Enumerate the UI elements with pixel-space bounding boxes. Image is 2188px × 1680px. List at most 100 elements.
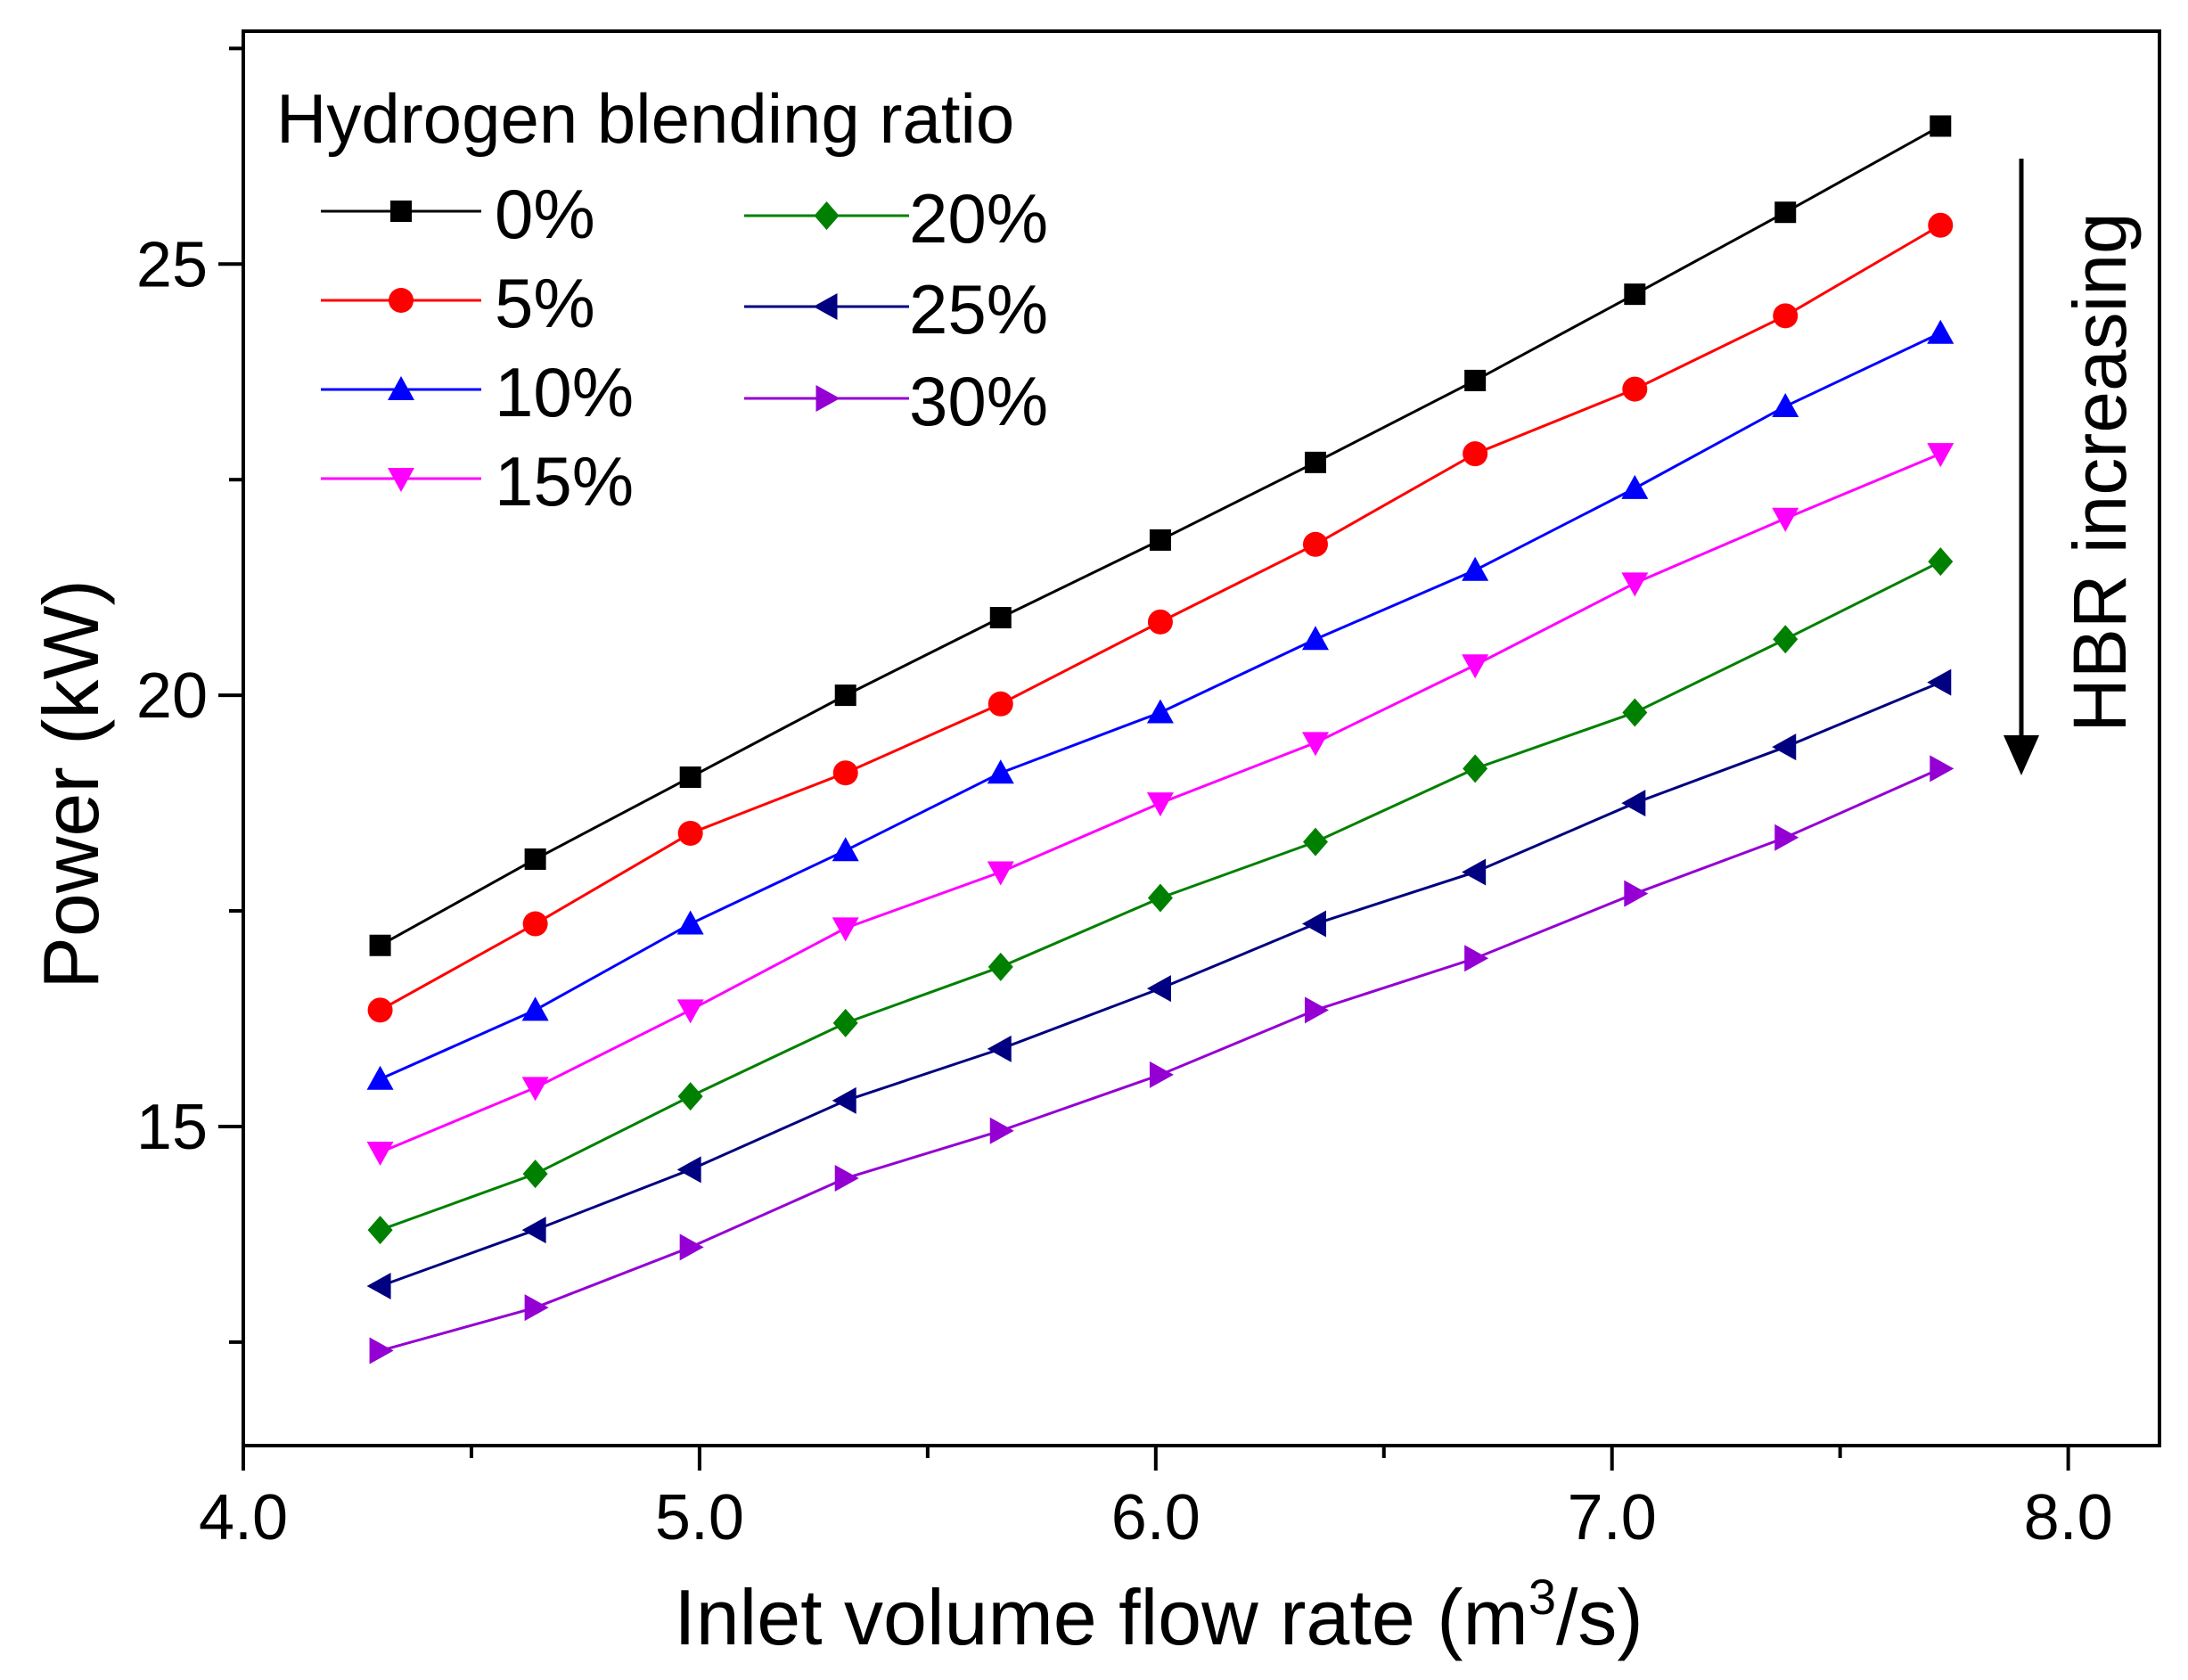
data-point [366,1065,394,1090]
data-point [1772,733,1797,761]
data-point [987,952,1013,981]
data-point [676,910,704,935]
data-point [524,1294,549,1322]
y-axis-title: Power (kW) [27,579,115,989]
data-point [1301,910,1326,938]
legend-item: 25% [744,270,1048,348]
data-point [834,1165,859,1192]
data-point [522,1160,548,1189]
data-point [1463,441,1488,467]
data-point [367,997,393,1023]
data-point [1146,699,1174,724]
legend-item: 5% [321,264,595,342]
x-tick-label: 6.0 [1111,1482,1201,1553]
data-point [1462,858,1487,886]
data-point [1146,975,1171,1003]
data-point [1622,698,1648,727]
data-point [832,837,859,862]
data-point [1464,945,1489,972]
data-point [1774,824,1799,851]
data-point [1463,754,1488,783]
series-line [380,766,1941,1353]
data-point [1147,883,1173,913]
hbr-annotation: HBR increasing [2004,159,2142,775]
data-point [677,820,703,846]
data-point [367,1216,393,1245]
legend-label: 10% [495,353,634,431]
x-axis-title: Inlet volume flow rate (m3/s) [674,1569,1643,1661]
hbr-annotation-label: HBR increasing [2058,212,2142,733]
legend: Hydrogen blending ratio 0% 5% 10% 15% 20% 25%… [276,79,1048,520]
data-point [1624,283,1646,306]
y-axis-ticks: 15 20 25 [136,46,243,1344]
data-point [1621,790,1646,817]
data-point [832,760,858,786]
data-point [834,684,856,707]
data-point [1149,529,1171,551]
data-point [1146,792,1174,817]
data-point [1773,625,1799,654]
data-point [1462,556,1489,581]
data-point [369,1337,394,1364]
data-point [832,917,859,942]
data-point [1930,115,1952,137]
data-point [521,1077,549,1102]
y-tick-label: 20 [136,660,208,732]
data-point [1464,369,1487,391]
series-layer [366,115,1954,1364]
data-point [366,1141,394,1166]
data-point [1622,376,1648,402]
legend-marker [815,385,840,412]
data-point [1927,443,1954,468]
legend-marker [388,468,414,492]
data-point [524,848,546,870]
series-25pct [366,668,1952,1299]
data-point [1302,531,1328,557]
data-point [1928,547,1954,577]
series-20pct [367,547,1954,1245]
y-tick-label: 15 [136,1092,208,1163]
legend-label: 15% [495,442,634,520]
data-point [987,691,1013,717]
data-point [1772,507,1799,532]
legend-item: 10% [321,353,634,431]
data-point [1774,201,1797,224]
y-tick-label: 25 [136,229,208,300]
data-point [521,996,549,1021]
data-point [1302,827,1328,856]
data-point [832,1086,856,1114]
legend-marker [390,201,412,222]
data-point [987,861,1014,886]
x-axis-ticks: 4.0 5.0 6.0 7.0 8.0 [199,1446,2113,1553]
data-point [1462,654,1489,679]
legend-label: 5% [495,264,595,342]
data-point [1304,451,1326,473]
x-tick-label: 7.0 [1568,1482,1657,1553]
legend-label: 0% [495,175,595,253]
data-point [989,1117,1014,1144]
data-point [989,607,1012,629]
x-tick-label: 8.0 [2024,1482,2113,1553]
data-point [987,759,1014,784]
data-point [832,1008,858,1037]
data-point [677,1082,703,1111]
data-point [1930,755,1954,783]
data-point [521,1217,546,1244]
data-point [1149,1061,1174,1088]
plot-area-border [242,29,2161,1447]
legend-title: Hydrogen blending ratio [276,79,1014,158]
data-point [676,1156,701,1184]
legend-marker [388,376,414,400]
legend-marker [389,288,414,313]
data-point [987,1035,1012,1062]
legend-item: 30% [744,362,1048,440]
hbr-arrow-head-icon [2004,735,2039,775]
data-point [1301,732,1329,757]
legend-label: 20% [909,179,1048,258]
data-point [1147,609,1173,635]
data-point [1927,319,1954,344]
series-15pct [366,443,1954,1166]
series-5pct [367,212,1954,1023]
x-tick-label: 5.0 [655,1482,744,1553]
legend-label: 30% [909,362,1048,440]
